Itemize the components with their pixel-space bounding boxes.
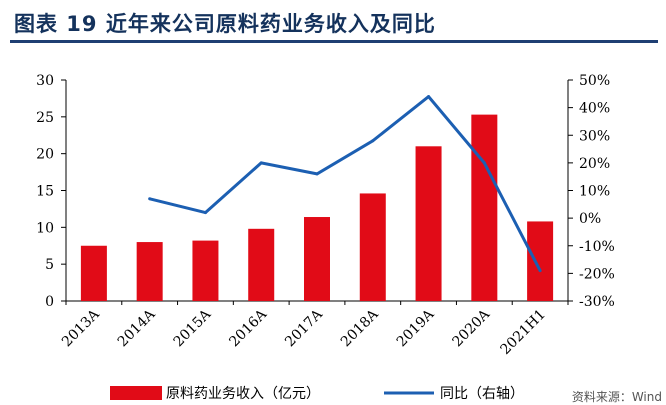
yoy-line (148, 95, 542, 273)
yoy-point-2014A (148, 197, 152, 201)
bar-2019A (415, 146, 442, 301)
y-right-tick-label: 50% (579, 73, 610, 89)
y-right-tick-label: -30% (579, 294, 615, 310)
x-tick-label: 2017A (282, 306, 326, 350)
y-left-tick-label: 10 (36, 220, 54, 236)
yoy-point-2020A (482, 161, 486, 165)
x-tick-label: 2013A (59, 306, 103, 350)
axes: 0 5 10 15 20 25 30 -30% -20% -10% 0% 10% 20% 30% 40% 50… (36, 73, 615, 310)
y-left-tick-label: 25 (36, 110, 54, 126)
yoy-point-2021H1 (538, 269, 542, 273)
x-tick-label: 2021H1 (497, 307, 548, 358)
x-tick-label: 2020A (449, 306, 493, 350)
x-tick-label: 2016A (226, 306, 270, 350)
bars (80, 114, 554, 301)
y-left-tick-label: 15 (36, 184, 54, 200)
x-tick-label: 2014A (115, 306, 159, 350)
legend-swatch-bar (110, 386, 162, 400)
legend-label-bar: 原料药业务收入（亿元） (166, 386, 320, 402)
yoy-point-2017A (315, 172, 319, 176)
y-left-tick-label: 0 (45, 294, 54, 310)
y-left-tick-label: 30 (36, 73, 54, 89)
bar-2017A (304, 217, 330, 301)
title-bar: 图表 19 近年来公司原料药业务收入及同比 (0, 0, 666, 43)
bar-2013A (80, 245, 107, 301)
bar-2020A (471, 114, 498, 301)
bar-2016A (248, 228, 275, 301)
yoy-polyline (149, 95, 542, 272)
y-right-tick-label: 20% (579, 156, 610, 172)
bar-2021H1 (527, 221, 554, 301)
yoy-point-2018A (371, 139, 375, 143)
legend-label-line: 同比（右轴） (440, 386, 524, 402)
bar-2014A (136, 242, 163, 301)
legend: 原料药业务收入（亿元） 同比（右轴） (110, 386, 524, 402)
x-tick-label: 2015A (171, 306, 215, 350)
x-tick-label: 2019A (394, 306, 438, 350)
y-right-tick-label: 40% (579, 101, 610, 117)
chart-title: 图表 19 近年来公司原料药业务收入及同比 (14, 12, 436, 36)
y-right-tick-label: 30% (579, 128, 610, 144)
title-underline (10, 40, 658, 43)
x-tick-label: 2018A (338, 306, 382, 350)
bar-2018A (359, 193, 386, 301)
y-right-tick-label: -10% (579, 239, 615, 255)
yoy-point-2015A (203, 211, 207, 215)
y-right-tick-label: 0% (579, 211, 601, 227)
y-left-tick-label: 20 (36, 147, 54, 163)
y-left-tick-label: 5 (45, 257, 54, 273)
y-right-tick-label: 10% (579, 184, 610, 200)
x-tick-labels: 2013A 2014A 2015A 2016A 2017A 2018A 2019A 2020A… (59, 306, 549, 358)
yoy-point-2019A (427, 95, 431, 99)
y-right-tick-label: -20% (579, 266, 615, 282)
source-note: 资料来源：Wind (571, 390, 662, 404)
bar-2015A (192, 240, 219, 301)
yoy-point-2016A (259, 161, 263, 165)
